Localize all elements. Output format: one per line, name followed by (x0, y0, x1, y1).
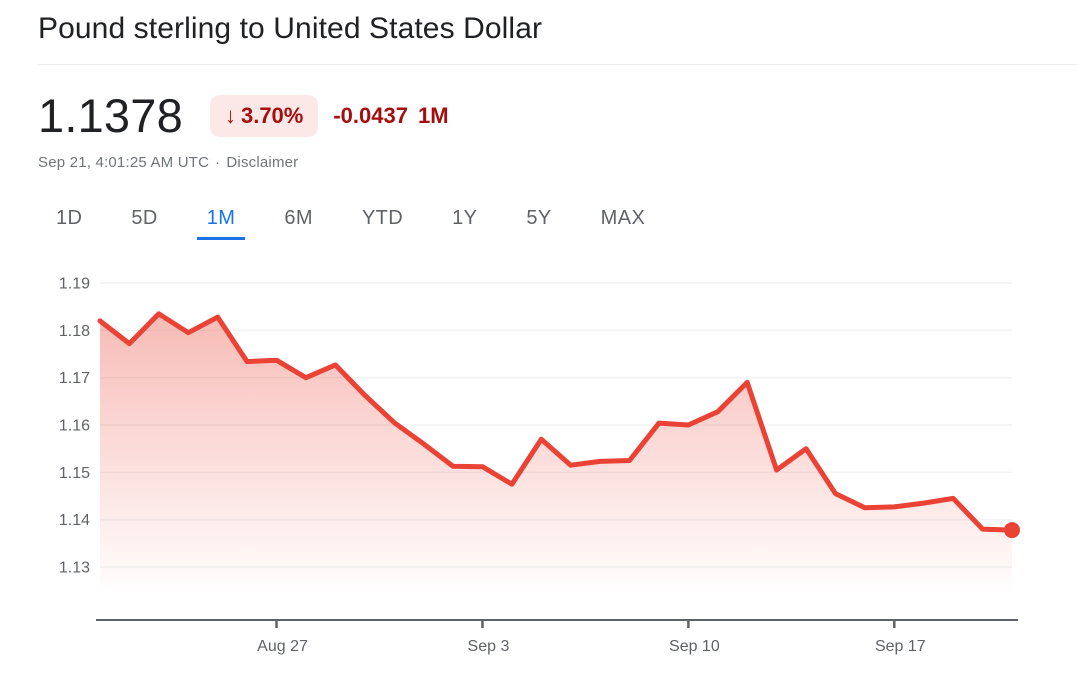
y-axis-label: 1.16 (59, 417, 90, 434)
x-axis-label: Sep 17 (875, 638, 926, 655)
y-axis-label: 1.17 (59, 370, 90, 387)
y-axis-label: 1.15 (59, 465, 90, 482)
quote-summary: 1.1378 ↓ 3.70% -0.0437 1M (38, 92, 449, 140)
tab-1m[interactable]: 1M (196, 207, 246, 240)
y-axis-label: 1.18 (59, 323, 90, 340)
price-chart[interactable]: 1.19 1.18 1.17 1.16 1.15 1.14 1.13 Aug 27 Sep 3 S… (0, 255, 1077, 674)
x-axis-label: Sep 3 (468, 638, 510, 655)
disclaimer-link[interactable]: Disclaimer (226, 154, 299, 171)
change-percent-badge: ↓ 3.70% (209, 95, 319, 137)
price-line (97, 311, 1015, 533)
change-value: -0.0437 (333, 103, 408, 128)
change-period: 1M (417, 103, 449, 128)
tab-5y[interactable]: 5Y (526, 207, 552, 229)
change-absolute: -0.0437 1M (333, 103, 448, 129)
quote-timestamp: Sep 21, 4:01:25 AM UTC (38, 154, 210, 171)
page-title: Pound sterling to United States Dollar (38, 12, 543, 45)
area-fill (100, 313, 1012, 600)
tab-1y[interactable]: 1Y (452, 207, 478, 229)
tab-5d[interactable]: 5D (131, 207, 158, 229)
meta-separator: · (215, 154, 221, 171)
time-range-tabs: 1D 5D 1M 6M YTD 1Y 5Y MAX (46, 207, 655, 240)
quote-meta: Sep 21, 4:01:25 AM UTC · Disclaimer (38, 154, 298, 171)
y-axis-label: 1.13 (59, 559, 90, 576)
tab-ytd[interactable]: YTD (361, 207, 404, 229)
tab-6m[interactable]: 6M (284, 207, 313, 229)
down-arrow-icon: ↓ (224, 103, 236, 128)
y-axis-label: 1.14 (59, 512, 90, 529)
last-price-dot (1004, 522, 1020, 539)
y-axis-label: 1.19 (59, 276, 90, 293)
x-axis-label: Aug 27 (257, 638, 308, 655)
header-divider (38, 64, 1077, 65)
tab-1d[interactable]: 1D (56, 207, 83, 229)
x-axis-label: Sep 10 (669, 638, 720, 655)
tab-max[interactable]: MAX (600, 207, 646, 229)
change-percent: 3.70% (240, 103, 304, 128)
price-value: 1.1378 (38, 89, 183, 142)
